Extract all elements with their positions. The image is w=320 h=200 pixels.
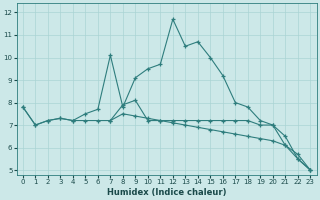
X-axis label: Humidex (Indice chaleur): Humidex (Indice chaleur) [107,188,226,197]
